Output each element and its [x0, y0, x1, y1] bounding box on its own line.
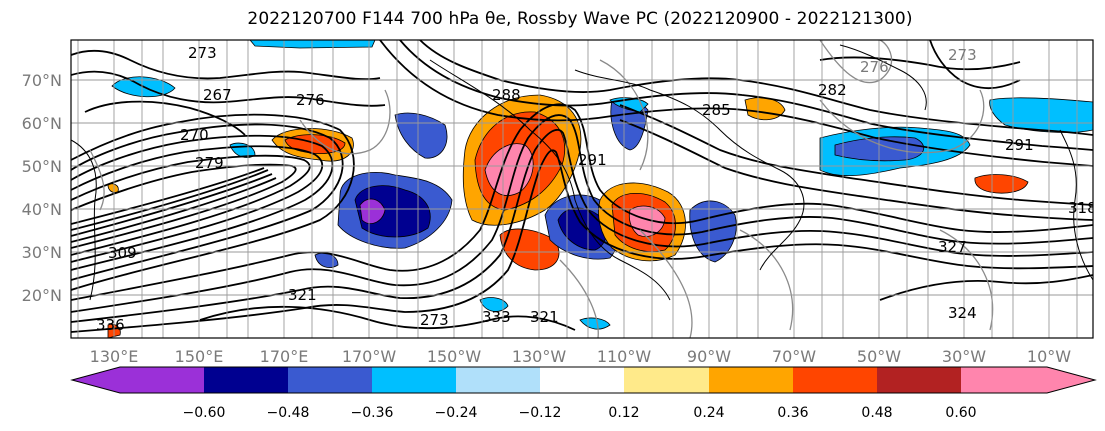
lat-label: 60°N [22, 114, 62, 133]
contour-label: 333 [482, 308, 511, 326]
colorbar-swatch [877, 367, 961, 393]
contour-label: 276 [860, 58, 889, 76]
contour-label: 273 [948, 46, 977, 64]
lat-label: 20°N [22, 286, 62, 305]
colorbar [70, 366, 1097, 394]
contour-label: 288 [492, 86, 521, 104]
contour-label: 282 [818, 81, 847, 99]
colorbar-swatch [709, 367, 793, 393]
map-panel: 273 267 270 276 279 285 288 309 282 291 … [71, 40, 1097, 338]
colorbar-swatch [456, 367, 540, 393]
lon-label: 110°W [597, 347, 652, 366]
lat-label: 50°N [22, 157, 62, 176]
lon-label: 90°W [687, 347, 731, 366]
shaded-anomalies [107, 40, 1093, 338]
colorbar-tick-label: −0.60 [183, 405, 226, 421]
colorbar-tick-label: −0.48 [267, 405, 310, 421]
colorbar-swatch [540, 367, 624, 393]
colorbar-tick-label: −0.12 [519, 405, 562, 421]
contour-label: 279 [195, 154, 224, 172]
colorbar-swatch [961, 367, 1095, 393]
colorbar-swatch [624, 367, 709, 393]
lon-label: 130°E [90, 347, 139, 366]
colorbar-outline [70, 366, 1097, 394]
lon-label: 130°W [512, 347, 567, 366]
lat-label: 70°N [22, 71, 62, 90]
contour-label: 336 [96, 316, 125, 334]
colorbar-tick-label: 0.36 [777, 405, 808, 421]
colorbar-swatch [72, 367, 204, 393]
contour-label: 270 [180, 126, 209, 144]
lon-label: 50°W [857, 347, 901, 366]
contour-label: 309 [108, 244, 137, 262]
colorbar-tick-label: 0.60 [945, 405, 976, 421]
lon-label: 150°W [427, 347, 482, 366]
lon-label: 150°E [175, 347, 224, 366]
graticule [71, 40, 1093, 338]
lat-label: 30°N [22, 243, 62, 262]
lat-label: 40°N [22, 200, 62, 219]
colorbar-ticks: −0.60 −0.48 −0.36 −0.24 −0.12 0.12 0.24 … [183, 405, 977, 421]
contour-label: 324 [948, 304, 977, 322]
colorbar-swatch [288, 367, 372, 393]
lon-label: 10°W [1027, 347, 1071, 366]
latitude-labels: 70°N 60°N 50°N 40°N 30°N 20°N [22, 71, 62, 305]
contour-label: 291 [578, 151, 607, 169]
contour-label: 285 [702, 101, 731, 119]
contour-label: 273 [188, 44, 217, 62]
contour-label: 291 [1005, 136, 1034, 154]
contour-label: 318 [1068, 199, 1097, 217]
coastlines [71, 44, 1093, 301]
colorbar-tick-label: −0.24 [435, 405, 478, 421]
colorbar-swatch [372, 367, 456, 393]
lon-label: 170°W [342, 347, 397, 366]
contour-label: 273 [420, 311, 449, 329]
colorbar-tick-label: 0.48 [861, 405, 892, 421]
contour-labels: 273 267 270 276 279 285 288 309 282 291 … [96, 44, 1097, 334]
colorbar-tick-label: 0.24 [693, 405, 724, 421]
lon-label: 170°E [260, 347, 309, 366]
contour-label: 267 [203, 86, 232, 104]
contour-label: 321 [530, 308, 559, 326]
colorbar-swatch [793, 367, 877, 393]
colorbar-tick-label: 0.12 [608, 405, 639, 421]
longitude-labels: 130°E 150°E 170°E 170°W 150°W 130°W 110°… [90, 347, 1072, 366]
contour-label: 327 [938, 238, 967, 256]
lon-label: 70°W [772, 347, 816, 366]
map-border [70, 39, 1094, 339]
colorbar-swatch [204, 367, 288, 393]
map-title: 2022120700 F144 700 hPa θe, Rossby Wave … [247, 9, 913, 29]
contour-label: 276 [296, 91, 325, 109]
colorbar-tick-label: −0.36 [351, 405, 394, 421]
lon-label: 30°W [942, 347, 986, 366]
contour-label: 321 [288, 286, 317, 304]
rossby-wave-contours [89, 40, 994, 338]
